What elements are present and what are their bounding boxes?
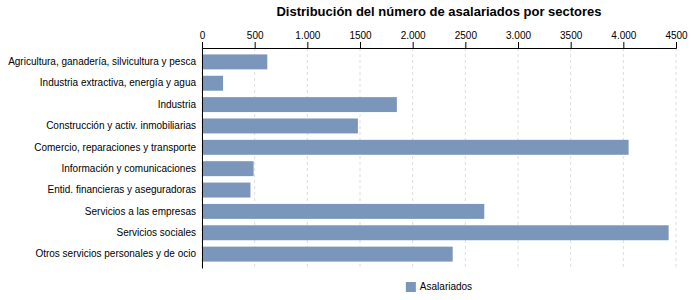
bar <box>202 118 358 133</box>
y-tick-label: Agricultura, ganadería, silvicultura y p… <box>8 56 196 67</box>
x-tick-label: 1500 <box>349 30 372 41</box>
grid-line <box>676 48 677 268</box>
x-tick-label: 0 <box>200 30 206 41</box>
y-tick: Construcción y activ. inmobiliarias <box>46 120 202 131</box>
x-tick: 500 <box>247 30 264 48</box>
x-tick: 1500 <box>349 30 372 48</box>
y-tick-label: Industria extractiva, energía y agua <box>40 77 197 88</box>
bars <box>202 54 669 261</box>
y-tick-label: Construcción y activ. inmobiliarias <box>46 120 196 131</box>
y-tick: Otros servicios personales y de ocio <box>35 248 202 259</box>
y-tick-label: Información y comunicaciones <box>61 163 196 174</box>
legend-item: Asalariados <box>406 281 472 292</box>
bar <box>202 225 669 240</box>
x-tick-mark <box>360 42 361 48</box>
x-tick-mark <box>465 42 466 48</box>
x-tick-label: 3.000 <box>506 30 531 41</box>
x-tick-label: 500 <box>247 30 264 41</box>
grid <box>202 48 676 268</box>
x-axis: 0 500 1.000 1500 2.000 2500 3.000 3500 4.000 4500 <box>200 30 688 49</box>
x-tick-mark <box>202 42 203 48</box>
x-tick-mark <box>676 42 677 48</box>
bar <box>202 97 397 112</box>
y-axis: Agricultura, ganadería, silvicultura y p… <box>8 49 202 269</box>
x-tick: 2.000 <box>401 30 426 48</box>
grid-line <box>202 48 203 268</box>
y-axis-line <box>202 49 203 269</box>
x-tick-label: 1.000 <box>295 30 320 41</box>
x-tick: 4500 <box>665 30 688 48</box>
y-tick-label: Comercio, reparaciones y transporte <box>34 142 196 153</box>
x-tick-mark <box>518 42 519 48</box>
bar <box>202 247 453 262</box>
x-tick: 1.000 <box>295 30 320 48</box>
x-tick-mark <box>623 42 624 48</box>
x-tick-label: 4.000 <box>611 30 636 41</box>
y-tick: Comercio, reparaciones y transporte <box>34 142 202 153</box>
x-tick-label: 4500 <box>665 30 688 41</box>
y-tick-label: Entid. financieras y aseguradoras <box>48 184 196 195</box>
x-tick: 0 <box>200 30 206 48</box>
x-tick: 2500 <box>455 30 478 48</box>
x-tick: 4.000 <box>611 30 636 48</box>
y-tick: Agricultura, ganadería, silvicultura y p… <box>8 56 202 67</box>
y-tick: Información y comunicaciones <box>61 163 202 174</box>
y-tick: Industria <box>158 99 202 110</box>
y-tick: Industria extractiva, energía y agua <box>40 77 202 88</box>
y-tick-label: Servicios a las empresas <box>85 206 196 217</box>
title: Distribución del número de asalariados p… <box>276 4 601 19</box>
chart: 0 500 1.000 1500 2.000 2500 3.000 3500 4.000 4500… <box>0 0 700 300</box>
y-tick: Servicios a las empresas <box>85 206 202 217</box>
x-axis-line <box>203 42 677 49</box>
x-tick-mark <box>307 42 308 48</box>
x-tick-mark <box>413 42 414 48</box>
bar <box>202 161 254 176</box>
x-tick-mark <box>571 42 572 48</box>
x-tick: 3.000 <box>506 30 531 48</box>
y-tick: Servicios sociales <box>117 227 202 238</box>
bar <box>202 183 250 198</box>
bar <box>202 76 223 91</box>
x-tick-label: 2500 <box>455 30 478 41</box>
x-tick-mark <box>255 42 256 48</box>
y-tick-label: Industria <box>158 99 197 110</box>
x-tick-label: 3500 <box>560 30 583 41</box>
legend-swatch <box>406 282 416 292</box>
legend-label: Asalariados <box>420 281 472 292</box>
x-tick: 3500 <box>560 30 583 48</box>
legend: Asalariados <box>406 281 472 292</box>
bar <box>202 204 484 219</box>
bar <box>202 140 629 155</box>
y-tick-label: Otros servicios personales y de ocio <box>35 248 196 259</box>
y-tick-label: Servicios sociales <box>117 227 196 238</box>
plot: 0 500 1.000 1500 2.000 2500 3.000 3500 4.000 4500… <box>8 30 688 269</box>
y-tick: Entid. financieras y aseguradoras <box>48 184 202 195</box>
bar <box>202 54 267 69</box>
x-tick-label: 2.000 <box>401 30 426 41</box>
